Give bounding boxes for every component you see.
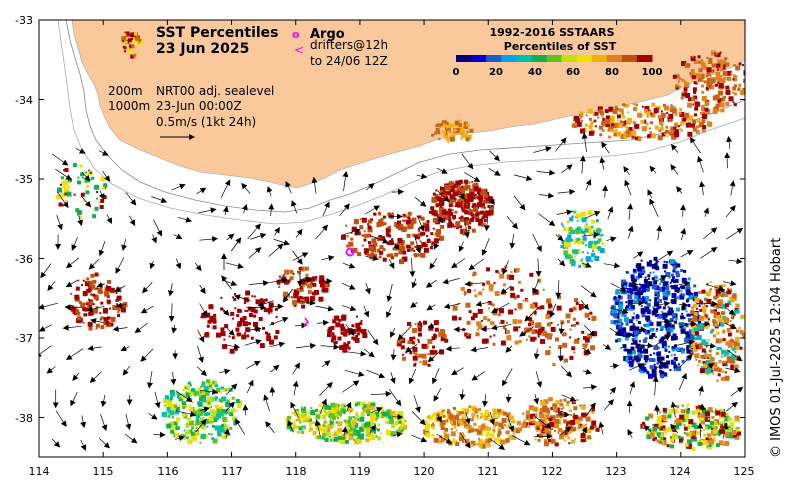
lon-tick-label: 125 [734, 465, 755, 478]
drifters-time: to 24/06 12Z [310, 54, 388, 68]
lat-tick-label: -33 [15, 14, 33, 27]
lat-tick-label: -35 [15, 173, 33, 186]
scale-label: 0.5m/s (1kt 24h) [156, 115, 256, 129]
colorbar-segment [621, 55, 638, 62]
colorbar-segment [531, 55, 547, 62]
colorbar-tick-label: 60 [566, 67, 580, 78]
colorbar-segment [471, 55, 487, 62]
lon-tick-label: 118 [286, 465, 307, 478]
colorbar-segment [606, 55, 623, 62]
lon-tick-label: 116 [158, 465, 179, 478]
contour-1000m [57, 20, 745, 225]
map-date: 23 Jun 2025 [156, 41, 249, 57]
lon-tick-label: 124 [670, 465, 691, 478]
axis-ticks [38, 19, 746, 457]
colorbar-segment [516, 55, 532, 62]
argo-float-marker [345, 247, 355, 257]
colorbar-segment [591, 55, 608, 62]
lat-tick-label: -38 [15, 412, 33, 425]
colorbar-tick-label: 0 [453, 67, 460, 78]
colorbar-tick-label: 40 [528, 67, 542, 78]
lat-tick-label: -36 [15, 253, 33, 266]
lon-tick-label: 117 [222, 465, 243, 478]
colorbar [456, 55, 653, 62]
colorbar-title: 1992-2016 SSTAARS [489, 26, 614, 39]
lon-tick-label: 121 [478, 465, 499, 478]
colorbar-tick-label: 20 [489, 67, 503, 78]
colorbar-subtitle: Percentiles of SST [504, 40, 617, 53]
credit-text: © IMOS 01-Jul-2025 12:04 Hobart [769, 237, 784, 458]
lat-tick-label: -37 [15, 332, 33, 345]
product-label: NRT00 adj. sealevel [156, 84, 274, 98]
time-label: 23-Jun 00:00Z [156, 99, 242, 113]
lat-tick-label: -34 [15, 94, 33, 107]
lon-tick-label: 114 [29, 465, 50, 478]
lon-tick-label: 119 [350, 465, 371, 478]
drifter-symbol: < [294, 43, 304, 57]
colorbar-segment [561, 55, 578, 62]
contour-200m-label: 200m [108, 84, 143, 98]
colorbar-segment [486, 55, 502, 62]
argo-symbol: o [292, 28, 300, 41]
colorbar-tick-label: 80 [605, 67, 619, 78]
contour-200m [65, 20, 745, 213]
argo-label: Argo [310, 27, 345, 42]
drifter-track [303, 317, 310, 327]
lon-tick-label: 120 [414, 465, 435, 478]
colorbar-segment [456, 55, 472, 62]
lon-tick-label: 115 [93, 465, 114, 478]
map-title: SST Percentiles [156, 25, 279, 41]
colorbar-segment [576, 55, 593, 62]
contour-1000m-label: 1000m [108, 99, 150, 113]
drifters-label: drifters@12h [310, 38, 388, 52]
lon-tick-label: 123 [606, 465, 627, 478]
colorbar-segment [546, 55, 563, 62]
colorbar-tick-label: 100 [642, 67, 663, 78]
colorbar-segment [636, 55, 653, 62]
lon-tick-label: 122 [542, 465, 563, 478]
colorbar-segment [501, 55, 517, 62]
current-arrows [39, 132, 744, 451]
plot-frame [38, 19, 746, 458]
